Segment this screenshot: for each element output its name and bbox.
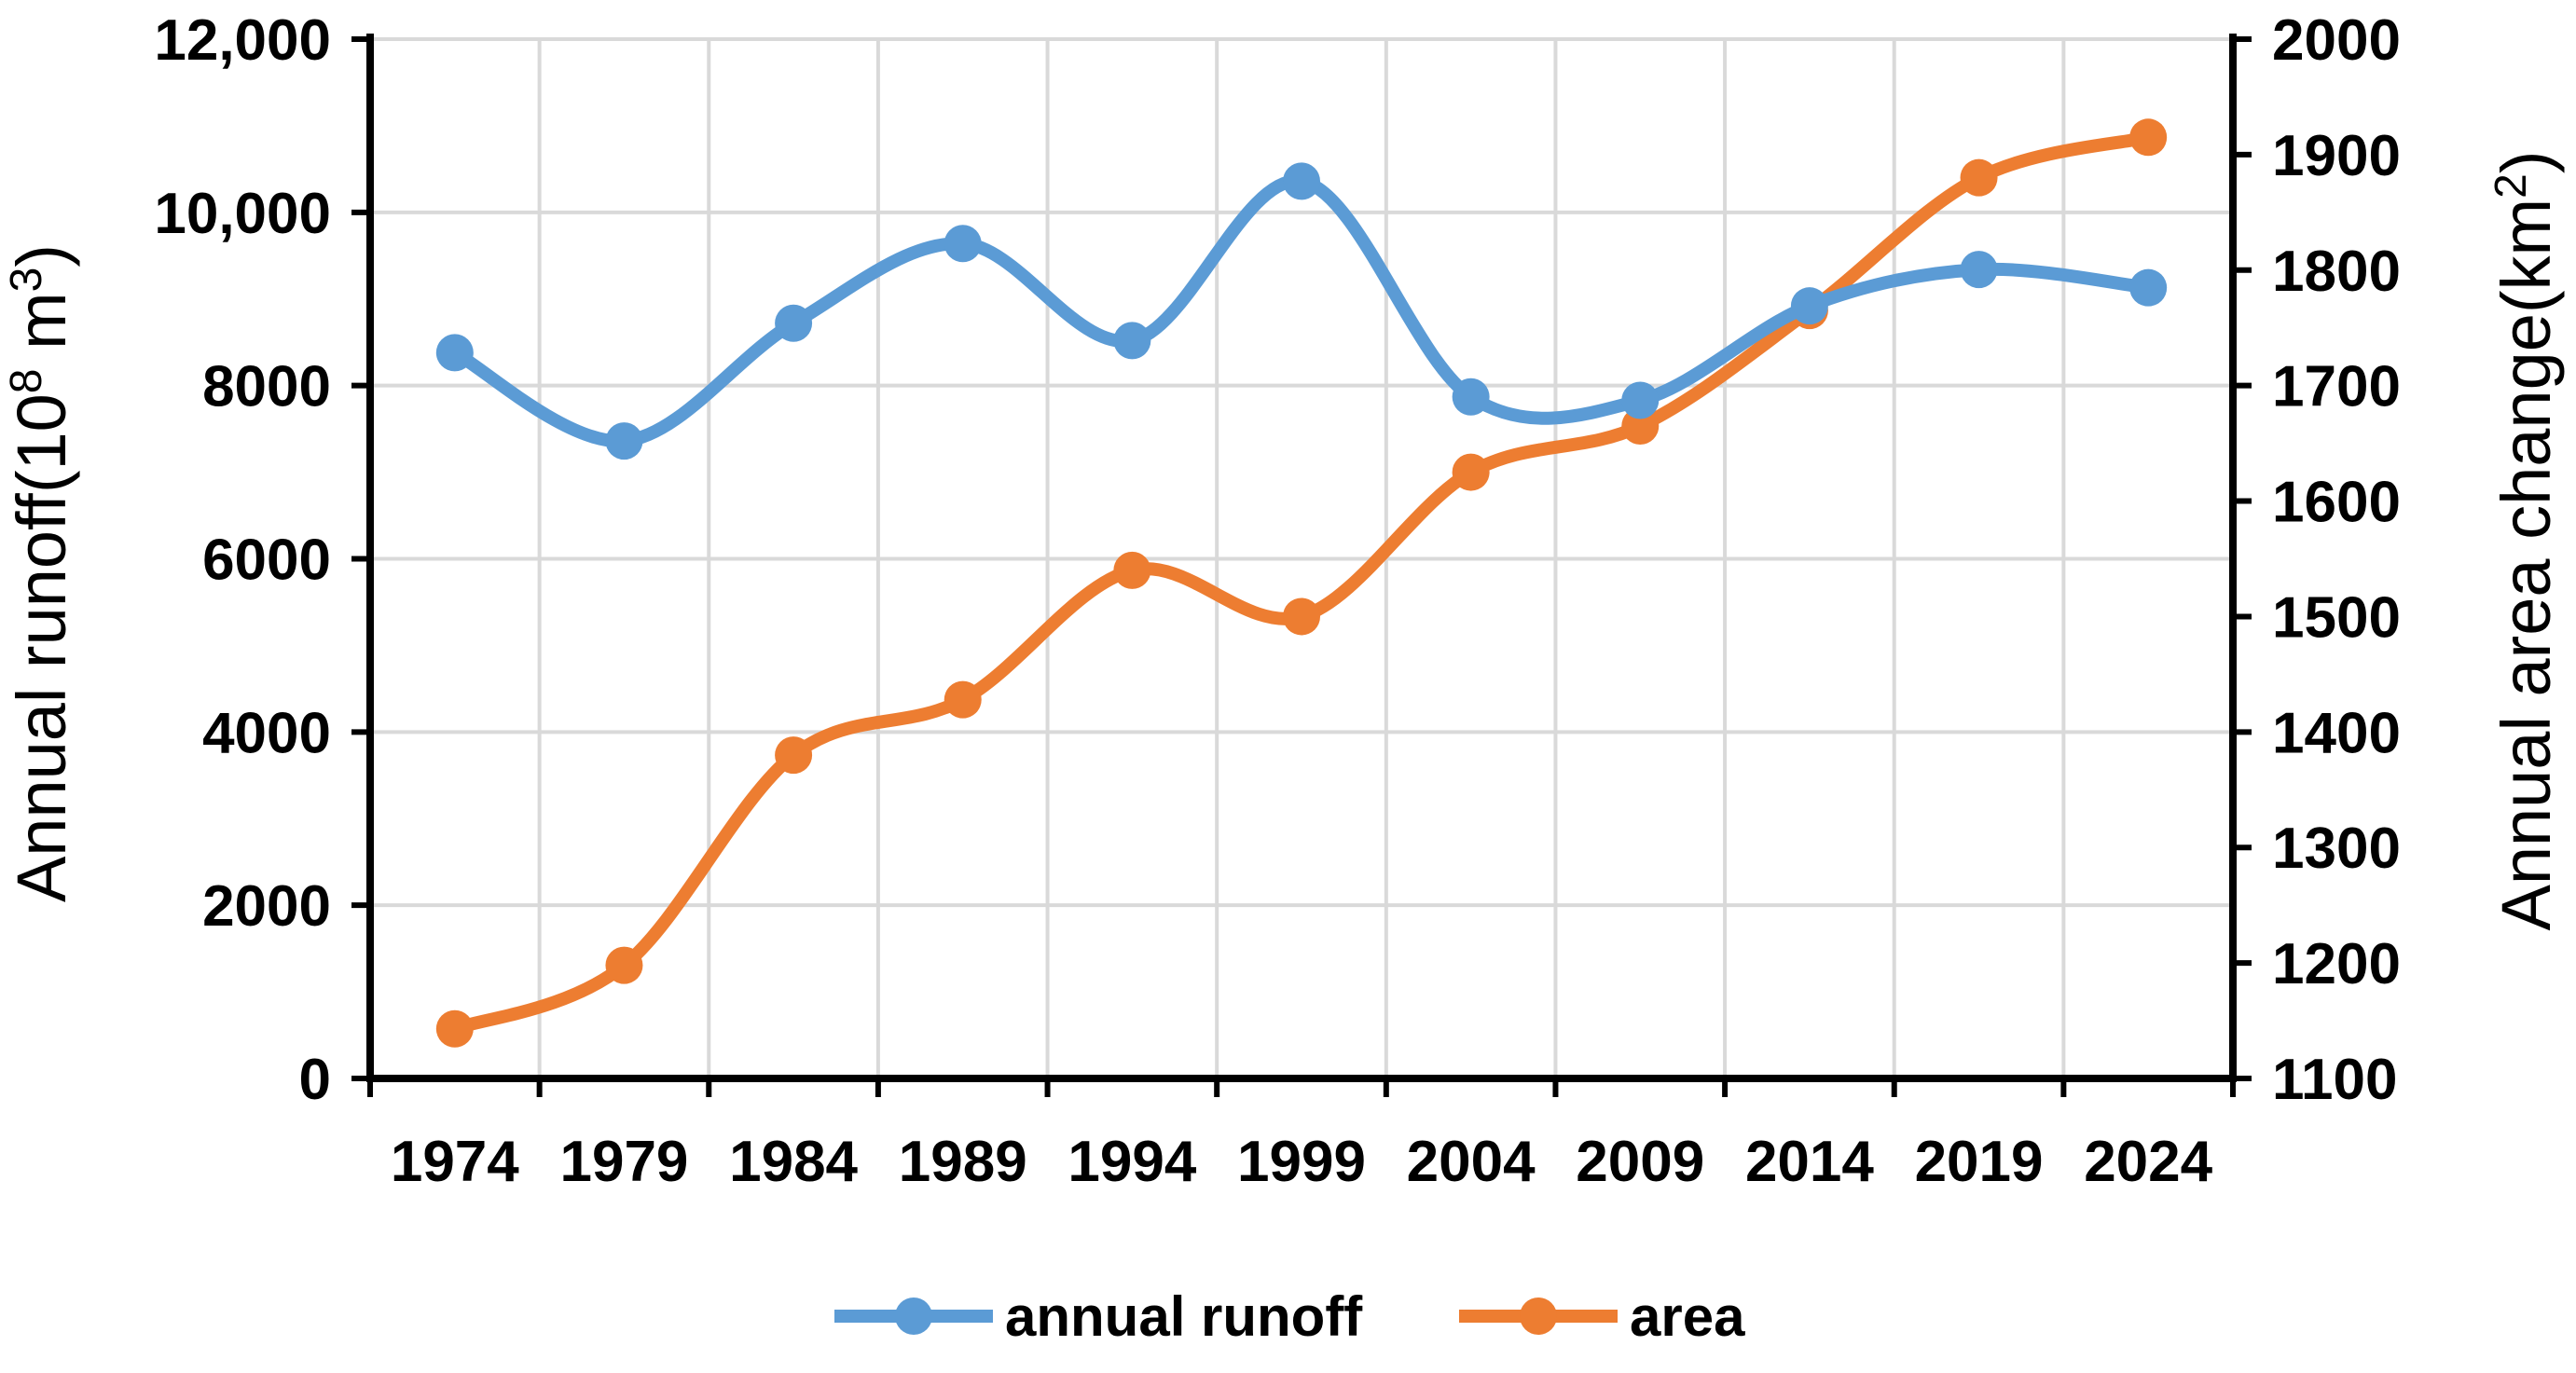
x-tick-label: 2009 <box>1576 1130 1704 1194</box>
data-point-annual-runoff <box>1960 251 1998 289</box>
right-y-tick-label: 1800 <box>2272 240 2401 304</box>
right-y-tick-label: 1700 <box>2272 355 2401 419</box>
legend-item-annual-runoff: annual runoff <box>834 1285 1363 1348</box>
right-y-tick-label: 1600 <box>2272 471 2401 535</box>
data-point-area <box>2129 118 2168 157</box>
left-y-tick-label: 8000 <box>202 355 331 419</box>
x-tick-label: 1974 <box>391 1130 519 1194</box>
x-tick-label: 1989 <box>899 1130 1027 1194</box>
data-point-area <box>1283 597 1320 636</box>
left-y-tick-label: 12,000 <box>154 8 331 73</box>
data-point-annual-runoff <box>1283 162 1320 200</box>
right-y-tick-label: 1500 <box>2272 585 2401 650</box>
data-point-area <box>1113 551 1151 589</box>
legend-item-area: area <box>1459 1285 1745 1348</box>
left-y-tick-label: 2000 <box>202 874 331 939</box>
series-lines <box>435 118 2168 1048</box>
gridlines <box>370 37 2233 1078</box>
data-point-annual-runoff <box>1452 378 1490 416</box>
left-y-tick-label: 0 <box>299 1048 331 1112</box>
x-tick-label: 1994 <box>1068 1130 1196 1194</box>
data-point-annual-runoff <box>1621 381 1660 419</box>
x-tick-label: 1999 <box>1237 1130 1366 1194</box>
data-point-area <box>605 946 643 984</box>
legend-label-annual-runoff: annual runoff <box>1005 1285 1363 1348</box>
data-point-annual-runoff <box>1113 322 1151 360</box>
data-point-area <box>944 680 982 719</box>
right-axis-title: Annual area change(km2) <box>2486 150 2565 930</box>
data-point-annual-runoff <box>944 225 982 263</box>
series-area <box>435 118 2168 1048</box>
right-y-tick-label: 1100 <box>2272 1048 2398 1112</box>
x-tick-label: 2014 <box>1745 1130 1874 1194</box>
right-y-tick-label: 1400 <box>2272 701 2401 765</box>
left-axis-title: Annual runoff(108 m3) <box>2 244 80 902</box>
legend-marker-area <box>1520 1297 1557 1335</box>
data-point-area <box>435 1009 474 1048</box>
data-point-area <box>775 736 813 775</box>
tick-labels: 0 2000 4000 6000 8000 10,000 12,000 1100 1200 130… <box>154 8 2401 1194</box>
x-tick-label: 2024 <box>2084 1130 2212 1194</box>
data-point-area <box>1960 158 1998 197</box>
series-annual-runoff <box>435 162 2168 460</box>
data-point-area <box>1452 453 1490 491</box>
legend-marker-annual-runoff <box>895 1297 932 1335</box>
x-tick-label: 2004 <box>1407 1130 1536 1194</box>
x-tick-label: 2019 <box>1915 1130 2044 1194</box>
legend: annual runoff area <box>834 1285 1745 1348</box>
data-point-annual-runoff <box>435 334 474 372</box>
left-y-tick-label: 10,000 <box>154 182 331 246</box>
left-y-tick-label: 6000 <box>202 529 331 593</box>
right-y-tick-label: 2000 <box>2272 8 2401 73</box>
right-y-tick-label: 1300 <box>2272 817 2401 881</box>
x-tick-label: 1979 <box>559 1130 688 1194</box>
axes <box>351 34 2252 1097</box>
legend-label-area: area <box>1630 1285 1745 1348</box>
right-y-tick-label: 1900 <box>2272 124 2401 188</box>
data-point-annual-runoff <box>2129 268 2168 307</box>
data-point-area <box>1621 407 1660 446</box>
x-tick-label: 1984 <box>729 1130 858 1194</box>
data-point-annual-runoff <box>605 422 643 460</box>
data-point-annual-runoff <box>1790 287 1828 325</box>
left-y-tick-label: 4000 <box>202 701 331 765</box>
right-y-tick-label: 1200 <box>2272 932 2401 996</box>
data-point-annual-runoff <box>775 304 813 342</box>
